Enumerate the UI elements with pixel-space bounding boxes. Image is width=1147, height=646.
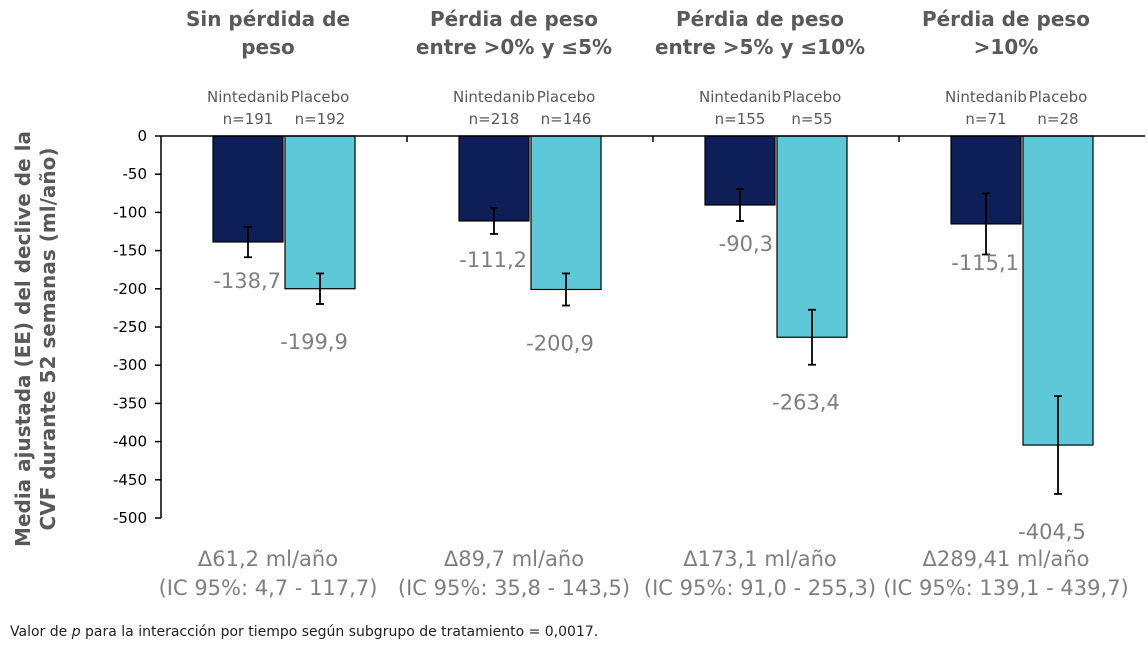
y-tick-label: -450 — [113, 471, 147, 489]
group-title: entre >5% y ≤10% — [655, 35, 865, 59]
y-axis-title: Media ajustada (EE) del declive de laCVF… — [11, 131, 60, 547]
series-n-label: n=155 — [715, 110, 766, 128]
series-name-label: Nintedanib — [453, 88, 535, 106]
delta-annotation: Δ173,1 ml/año — [683, 547, 837, 571]
delta-annotation: Δ89,7 ml/año — [444, 547, 584, 571]
data-label-nintedanib: -115,1 — [951, 251, 1019, 275]
y-axis-title-line: Media ajustada (EE) del declive de la — [11, 131, 35, 547]
delta-annotation: Δ61,2 ml/año — [198, 547, 338, 571]
data-labels: -138,7 -199,9 -111,2 -200,9 -90,3 -263,4 -115,… — [213, 232, 1086, 544]
group-title: >10% — [974, 35, 1039, 59]
data-label-placebo: -404,5 — [1018, 520, 1086, 544]
data-label-placebo: -263,4 — [772, 391, 840, 415]
y-tick-label: -350 — [113, 394, 147, 412]
series-labels: Nintedanib n=191 Placebo n=192 Nintedanib n=2… — [207, 88, 1087, 128]
group-title: Sin pérdida de — [186, 7, 350, 31]
series-n-label: n=146 — [541, 110, 592, 128]
x-axis — [161, 135, 1145, 142]
data-label-placebo: -199,9 — [280, 330, 348, 354]
y-tick-label: 0 — [137, 127, 147, 145]
series-n-label: n=192 — [295, 110, 346, 128]
series-name-label: Placebo — [291, 88, 350, 106]
series-n-label: n=191 — [223, 110, 274, 128]
bar-nintedanib — [212, 135, 284, 243]
bars — [212, 135, 1094, 446]
series-n-label: n=218 — [469, 110, 520, 128]
data-label-nintedanib: -111,2 — [459, 248, 527, 272]
data-label-nintedanib: -90,3 — [719, 232, 773, 256]
bar-chart: Sin pérdida de peso Pérdia de peso entre >0… — [11, 7, 1145, 600]
y-tick-label: -200 — [113, 280, 147, 298]
series-n-label: n=55 — [791, 110, 832, 128]
delta-annotations: Δ61,2 ml/año (IC 95%: 4,7 - 117,7) Δ89,7 m… — [159, 547, 1129, 600]
y-tick-label: -300 — [113, 356, 147, 374]
series-n-label: n=28 — [1037, 110, 1078, 128]
y-tick-label: -400 — [113, 433, 147, 451]
bar-placebo — [776, 135, 848, 338]
data-label-placebo: -200,9 — [526, 332, 594, 356]
group-title: peso — [241, 35, 295, 59]
bar-placebo — [530, 135, 602, 291]
series-name-label: Nintedanib — [207, 88, 289, 106]
series-name-label: Placebo — [537, 88, 596, 106]
y-tick-label: -100 — [113, 203, 147, 221]
y-tick-label: -150 — [113, 242, 147, 260]
y-tick-label: -500 — [113, 509, 147, 527]
y-tick-label: -250 — [113, 318, 147, 336]
series-name-label: Nintedanib — [699, 88, 781, 106]
group-title: Pérdia de peso — [430, 7, 598, 31]
error-bars — [244, 188, 1062, 495]
bar-placebo — [284, 135, 356, 290]
delta-annotation: (IC 95%: 91,0 - 255,3) — [644, 576, 876, 600]
footnote-p: p — [71, 624, 81, 640]
footnote: Valor de p para la interacción por tiemp… — [10, 624, 598, 640]
data-label-nintedanib: -138,7 — [213, 269, 281, 293]
series-name-label: Placebo — [783, 88, 842, 106]
delta-annotation: Δ289,41 ml/año — [923, 547, 1090, 571]
footnote-prefix: Valor de — [10, 624, 72, 640]
delta-annotation: (IC 95%: 139,1 - 439,7) — [883, 576, 1129, 600]
series-name-label: Nintedanib — [945, 88, 1027, 106]
y-tick-label: -50 — [123, 165, 148, 183]
group-title: Pérdia de peso — [922, 7, 1090, 31]
series-n-label: n=71 — [965, 110, 1006, 128]
series-name-label: Placebo — [1029, 88, 1088, 106]
y-axis: 0 -50 -100 -150 -200 -250 -300 -350 -400 -450 -500 — [113, 127, 162, 527]
group-title: entre >0% y ≤5% — [416, 35, 612, 59]
group-title: Pérdia de peso — [676, 7, 844, 31]
delta-annotation: (IC 95%: 4,7 - 117,7) — [159, 576, 378, 600]
y-axis-title-line: CVF durante 52 semanas (ml/año) — [36, 148, 60, 531]
delta-annotation: (IC 95%: 35,8 - 143,5) — [398, 576, 630, 600]
group-titles: Sin pérdida de peso Pérdia de peso entre >0… — [186, 7, 1090, 59]
footnote-suffix: para la interacción por tiempo según sub… — [80, 624, 599, 640]
